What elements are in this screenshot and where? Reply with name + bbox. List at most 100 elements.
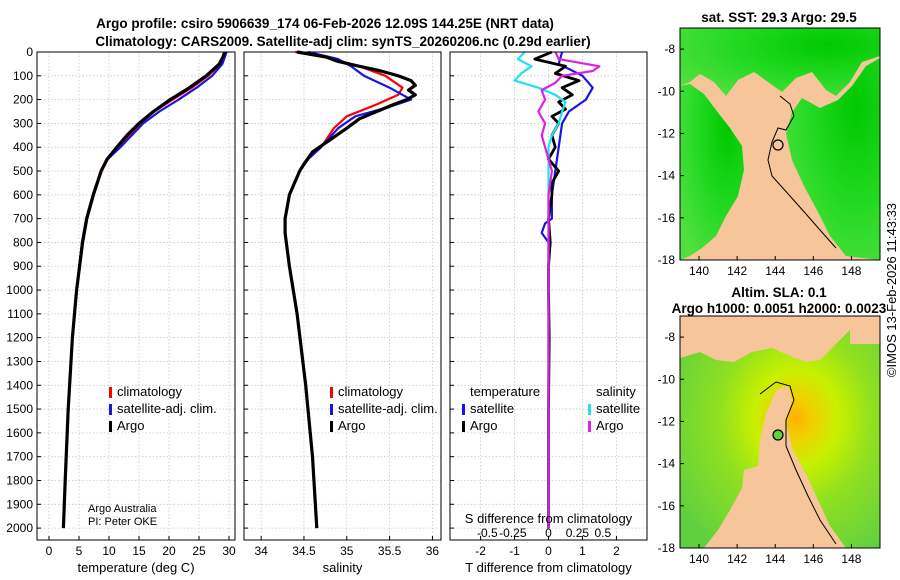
- sst-map-frame: [679, 27, 881, 261]
- series-line-argo: [283, 50, 417, 529]
- side-stamp: ©IMOS 13-Feb-2026 11:43:33: [884, 203, 899, 377]
- legend-swatch-argo-temp: [462, 421, 465, 432]
- sea-region-gulf: [680, 84, 744, 260]
- sst-map: [680, 28, 880, 260]
- y-tick-label: 1600: [6, 426, 33, 440]
- map-y-tick-label: -16: [658, 499, 676, 513]
- x-tick-label-salinity: -0.25: [499, 526, 527, 540]
- x-tick-label: 36: [426, 544, 440, 558]
- sea-region: [680, 28, 880, 96]
- map-x-tick-label: 146: [803, 264, 823, 278]
- legend-argo-sal: Argo: [596, 418, 623, 433]
- map-y-tick-label: -14: [658, 457, 676, 471]
- map-y-tick-label: -18: [658, 541, 676, 555]
- credit-line2: PI: Peter OKE: [88, 516, 157, 528]
- y-tick-label: 1900: [6, 497, 33, 511]
- x-tick-label-salinity: 0: [545, 526, 552, 540]
- map-y-tick-label: -14: [658, 169, 676, 183]
- y-tick-label: 0: [26, 45, 33, 59]
- y-tick-label: 700: [13, 212, 33, 226]
- difference-legend: temperature satellite Argo salinity sate…: [462, 384, 640, 433]
- y-tick-label: 1400: [6, 378, 33, 392]
- y-tick-label: 1500: [6, 402, 33, 416]
- x-tick-label: -1: [509, 544, 520, 558]
- y-tick-label: 100: [13, 69, 33, 83]
- x-tick-label: 25: [192, 544, 206, 558]
- x-tick-label: 15: [132, 544, 146, 558]
- legend-swatch-climatology: [109, 387, 112, 398]
- x-axis-label-salinity: S difference from climatology: [465, 511, 633, 526]
- map-x-tick-label: 144: [765, 264, 785, 278]
- legend-swatch-satellite: [330, 404, 333, 415]
- map-y-tick-label: -18: [658, 253, 676, 267]
- legend-argo-temp: Argo: [470, 418, 497, 433]
- map-x-tick-label: 144: [765, 552, 785, 566]
- map-x-tick-label: 140: [689, 552, 709, 566]
- land-ne: [850, 316, 880, 344]
- legend-sat-sal: satellite: [596, 401, 640, 416]
- series-line-argo-salinity-: [537, 51, 601, 529]
- plot-area: [37, 52, 235, 540]
- legend-swatch-argo: [109, 421, 112, 432]
- coastline: [767, 95, 837, 249]
- legend-swatch-sat-temp: [462, 404, 465, 415]
- y-tick-label: 800: [13, 235, 33, 249]
- legend-swatch-climatology: [330, 387, 333, 398]
- map-y-tick-label: -8: [664, 330, 675, 344]
- sla-map-title: Altim. SLA: 0.1: [731, 285, 827, 300]
- legend-climatology: climatology: [117, 384, 183, 399]
- x-tick-label-salinity: 0.25: [566, 526, 590, 540]
- difference-panel: -2 -1 0 1 2 T difference from climatology S di…: [449, 50, 648, 575]
- credit-line1: Argo Australia: [88, 503, 157, 515]
- y-tick-label: 900: [13, 259, 33, 273]
- float-marker: [772, 139, 784, 151]
- y-tick-label: 500: [13, 164, 33, 178]
- map-y-tick-label: -12: [658, 126, 676, 140]
- legend-satellite-adj: satellite-adj. clim.: [338, 401, 438, 416]
- y-tick-label: 600: [13, 188, 33, 202]
- legend-sat-temp: satellite: [470, 401, 514, 416]
- x-tick-label: 0: [46, 544, 53, 558]
- coastline: [759, 381, 837, 545]
- map-x-tick-label: 140: [689, 264, 709, 278]
- map-y-tick-label: -10: [658, 372, 676, 386]
- x-tick-label-salinity: -0.5: [477, 526, 498, 540]
- x-tick-label: 35: [340, 544, 354, 558]
- y-tick-label: 1700: [6, 450, 33, 464]
- x-tick-label-salinity: 0.5: [595, 526, 612, 540]
- legend-argo: Argo: [338, 418, 365, 433]
- y-tick-label: 1000: [6, 283, 33, 297]
- plot-frame: [36, 51, 236, 541]
- legend-swatch-satellite: [109, 404, 112, 415]
- sla-map-frame: [679, 315, 881, 549]
- figure-title-line2: Climatology: CARS2009. Satellite-adj cli…: [95, 34, 590, 49]
- x-tick-label: 5: [76, 544, 83, 558]
- legend-salinity-title: salinity: [596, 384, 636, 399]
- x-tick-label: 34.5: [292, 544, 316, 558]
- x-tick-label: -2: [475, 544, 486, 558]
- x-tick-label: 0: [545, 544, 552, 558]
- sea-region: [680, 320, 880, 548]
- y-tick-label: 1100: [7, 307, 33, 321]
- y-tick-label: 2000: [6, 521, 33, 535]
- legend-climatology: climatology: [338, 384, 404, 399]
- map-x-tick-label: 148: [841, 552, 861, 566]
- map-axes: 140 142 144 146 148 -8 -10 -12 -14 -16 -18 140 142 14…: [658, 42, 862, 566]
- map-x-tick-label: 146: [803, 552, 823, 566]
- legend-argo: Argo: [117, 418, 144, 433]
- temperature-legend: climatology satellite-adj. clim. Argo: [109, 384, 217, 433]
- legend-swatch-argo-sal: [588, 421, 591, 432]
- salinity-panel: 34 34.5 35 35.5 36 salinity: [243, 50, 442, 575]
- float-marker: [772, 429, 784, 441]
- legend-temperature-title: temperature: [470, 384, 540, 399]
- sla-map-subtitle: Argo h1000: 0.0051 h2000: 0.0023: [672, 301, 887, 316]
- x-axis-label: salinity: [323, 560, 363, 575]
- x-tick-label: 1: [579, 544, 586, 558]
- series-line-argo: [61, 51, 227, 529]
- x-tick-label: 34: [254, 544, 268, 558]
- x-tick-label: 20: [162, 544, 176, 558]
- plot-frame: [243, 51, 442, 541]
- legend-swatch-argo: [330, 421, 333, 432]
- y-tick-label: 200: [13, 93, 33, 107]
- y-tick-label: 1800: [6, 473, 33, 487]
